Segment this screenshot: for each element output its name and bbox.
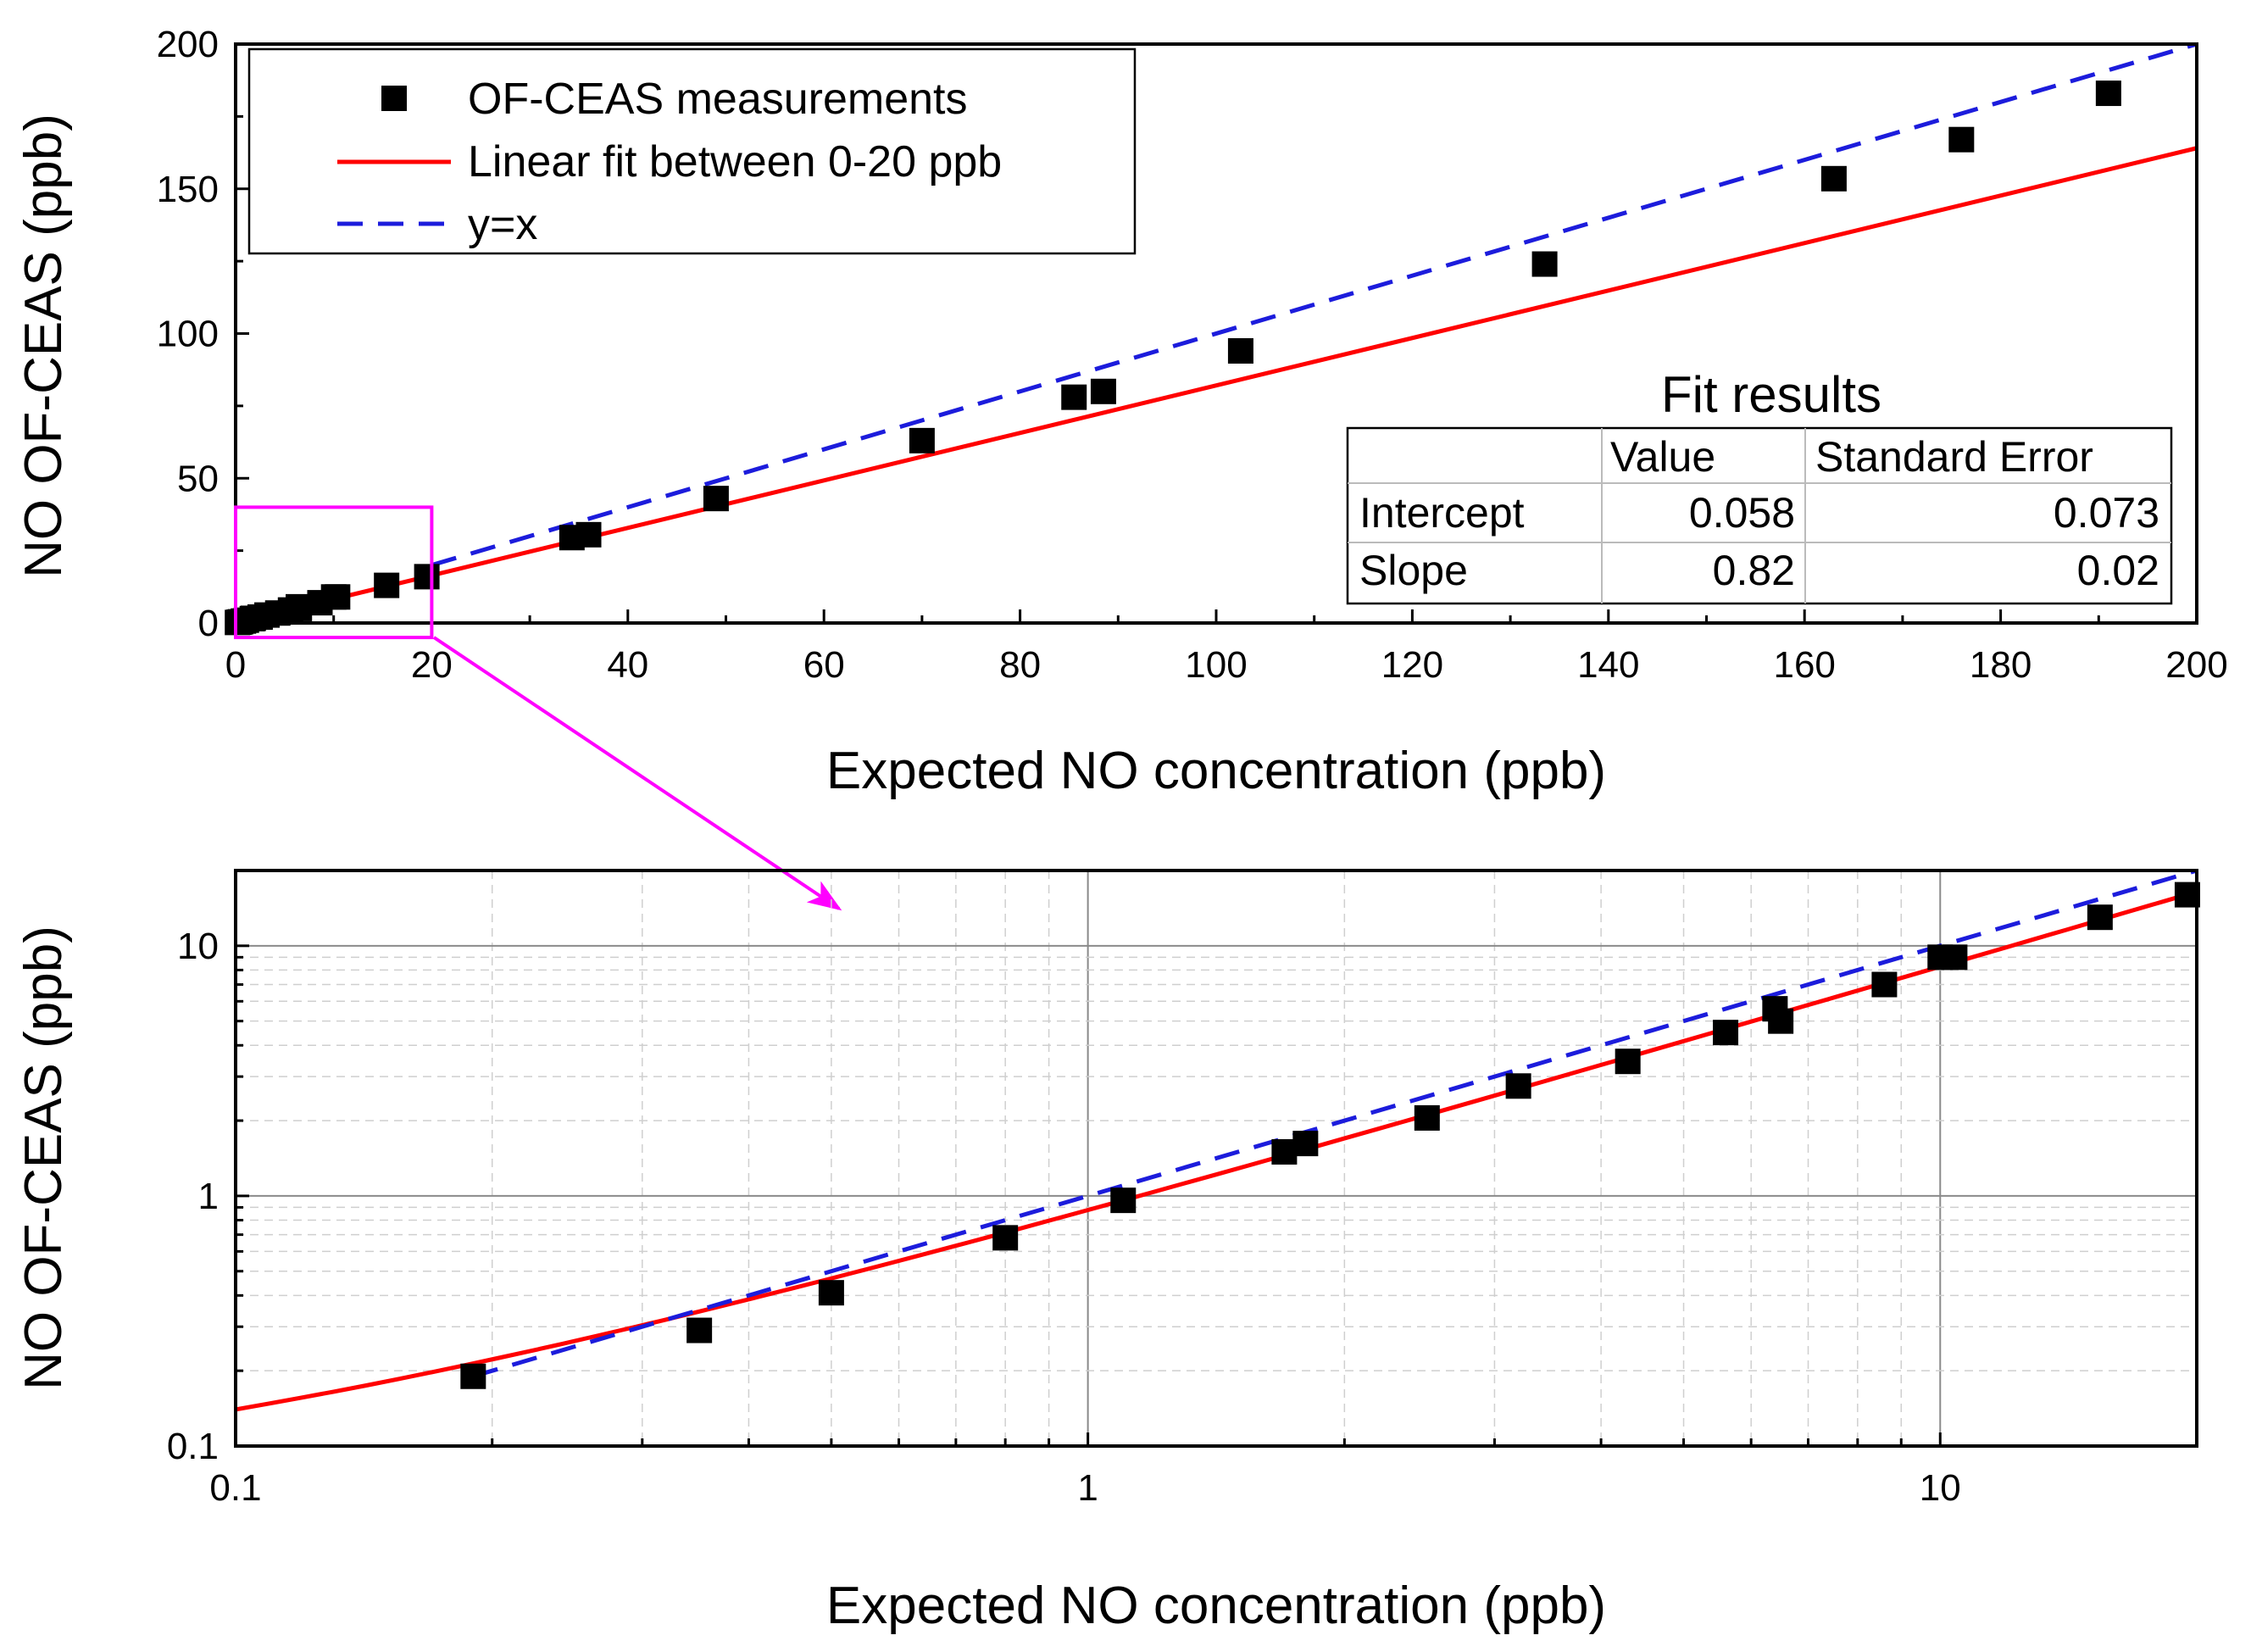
bottom-y-tick-label: 1 bbox=[198, 1176, 219, 1217]
fit-results-table: Fit results Value Standard Error Interce… bbox=[1346, 366, 2173, 605]
top-y-tick-label: 150 bbox=[157, 169, 219, 210]
top-x-tick-label: 180 bbox=[1970, 644, 2031, 686]
bottom-data-point bbox=[1110, 1188, 1137, 1214]
top-data-point bbox=[1227, 337, 1253, 364]
top-x-axis-title: Expected NO concentration (ppb) bbox=[826, 742, 1606, 800]
top-x-tick-label: 200 bbox=[2165, 644, 2227, 686]
top-x-tick-label: 100 bbox=[1185, 644, 1247, 686]
top-data-point bbox=[325, 584, 351, 610]
bottom-y-axis-title: NO OF-CEAS (ppb) bbox=[14, 926, 73, 1390]
legend-marker-square bbox=[381, 86, 407, 111]
bottom-data-point bbox=[1768, 1008, 1794, 1034]
fit-row-slope-label: Slope bbox=[1359, 547, 1468, 594]
zoom-arrow bbox=[432, 636, 842, 911]
top-x-tick-label: 140 bbox=[1577, 644, 1639, 686]
bottom-lines-layer bbox=[236, 870, 2197, 1412]
bottom-tick-labels: 0.1 1 10 0.1 1 10 bbox=[167, 926, 1961, 1509]
bottom-x-axis-title: Expected NO concentration (ppb) bbox=[826, 1577, 1606, 1635]
top-y-axis-title: NO OF-CEAS (ppb) bbox=[14, 114, 73, 578]
bottom-points-layer bbox=[460, 882, 2200, 1389]
bottom-data-point bbox=[2087, 904, 2113, 931]
fit-row-intercept-label: Intercept bbox=[1359, 489, 1525, 537]
fit-results-title: Fit results bbox=[1661, 366, 1881, 423]
bottom-data-point bbox=[992, 1225, 1019, 1251]
legend-label-measurements: OF-CEAS measurements bbox=[468, 75, 968, 124]
top-x-tick-label: 80 bbox=[999, 644, 1041, 686]
top-x-tick-label: 60 bbox=[803, 644, 845, 686]
fit-row-intercept-value: 0.058 bbox=[1689, 489, 1795, 537]
top-x-tick-label: 0 bbox=[225, 644, 246, 686]
bottom-data-point bbox=[1615, 1048, 1641, 1075]
zoom-region-box bbox=[234, 505, 434, 640]
bottom-identity-line bbox=[472, 870, 2197, 1379]
top-plot-frame bbox=[234, 42, 2198, 625]
top-tick-labels: 0 20 40 60 80 100 120 140 160 180 200 0 50 100 150 200 bbox=[157, 24, 2228, 686]
top-data-point bbox=[1090, 378, 1116, 404]
fit-row-intercept-stderr: 0.073 bbox=[2054, 489, 2159, 537]
top-data-point bbox=[2095, 81, 2121, 107]
legend-box bbox=[247, 47, 1137, 255]
bottom-data-point bbox=[1871, 971, 1898, 998]
top-data-point bbox=[575, 521, 602, 548]
bottom-grid-layer bbox=[235, 870, 2198, 1447]
fit-header-value: Value bbox=[1610, 433, 1715, 481]
bottom-data-point bbox=[1505, 1073, 1531, 1099]
bottom-data-point bbox=[1713, 1020, 1739, 1046]
bottom-data-point bbox=[1292, 1131, 1319, 1157]
bottom-x-tick-label: 0.1 bbox=[209, 1467, 261, 1509]
top-x-tick-label: 120 bbox=[1381, 644, 1443, 686]
legend-label-identity: y=x bbox=[468, 200, 537, 249]
fit-table-frame bbox=[1346, 426, 2173, 605]
fit-row-slope-stderr: 0.02 bbox=[2077, 547, 2159, 594]
bottom-data-point bbox=[686, 1317, 713, 1343]
bottom-data-point bbox=[1942, 944, 1968, 971]
bottom-data-point bbox=[1414, 1104, 1440, 1131]
top-y-tick-label: 50 bbox=[177, 458, 219, 499]
top-y-tick-label: 200 bbox=[157, 24, 219, 65]
top-data-point bbox=[909, 427, 935, 453]
bottom-fit-line bbox=[236, 889, 2197, 1412]
bottom-x-tick-label: 1 bbox=[1077, 1467, 1098, 1509]
bottom-data-point bbox=[818, 1280, 844, 1306]
top-x-tick-label: 40 bbox=[607, 644, 648, 686]
top-data-point bbox=[703, 486, 729, 512]
bottom-x-tick-label: 10 bbox=[1920, 1467, 1961, 1509]
top-identity-line bbox=[431, 44, 2197, 568]
legend: OF-CEAS measurements Linear fit between … bbox=[247, 47, 1137, 255]
top-data-point bbox=[1948, 126, 1975, 153]
bottom-plot-frame bbox=[234, 869, 2198, 1448]
top-data-point bbox=[1061, 384, 1087, 410]
top-y-tick-label: 100 bbox=[157, 314, 219, 355]
top-x-tick-label: 20 bbox=[411, 644, 453, 686]
top-data-point bbox=[414, 564, 440, 590]
top-x-tick-label: 160 bbox=[1773, 644, 1835, 686]
top-data-point bbox=[1531, 251, 1558, 277]
top-data-point bbox=[374, 572, 400, 598]
top-points-layer bbox=[225, 81, 2121, 636]
top-data-point bbox=[1820, 165, 1847, 192]
bottom-chart: 0.1 1 10 0.1 1 10 Expected NO concentration (… bbox=[14, 869, 2200, 1635]
fit-header-stderr: Standard Error bbox=[1815, 433, 2093, 481]
top-y-tick-label: 0 bbox=[198, 603, 219, 644]
bottom-y-tick-label: 10 bbox=[177, 926, 219, 967]
legend-label-fit: Linear fit between 0-20 ppb bbox=[468, 137, 1002, 186]
bottom-data-point bbox=[460, 1363, 486, 1389]
top-chart: 0 20 40 60 80 100 120 140 160 180 200050100150200 … bbox=[14, 24, 2228, 800]
bottom-y-tick-label: 0.1 bbox=[167, 1426, 219, 1467]
fit-row-slope-value: 0.82 bbox=[1713, 547, 1795, 594]
